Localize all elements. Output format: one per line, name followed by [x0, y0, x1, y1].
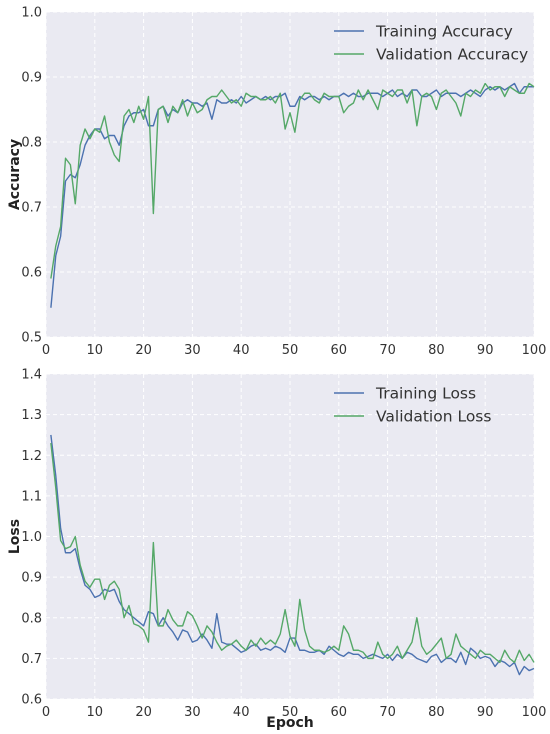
- accuracy-grid: [45, 11, 535, 338]
- accuracy-legend-label-1: Validation Accuracy: [376, 46, 528, 64]
- accuracy-x-tick-label: 30: [184, 343, 201, 358]
- loss-x-tick-label: 50: [282, 705, 299, 720]
- accuracy-y-tick-label: 0.8: [21, 136, 42, 151]
- accuracy-y-tick-label: 0.9: [21, 71, 42, 86]
- loss-y-tick-label: 0.7: [21, 652, 42, 667]
- loss-x-tick-label: 60: [331, 705, 348, 720]
- accuracy-y-axis-label: Accuracy: [7, 139, 23, 210]
- loss-y-tick-label: 1.3: [21, 408, 42, 423]
- loss-x-tick-label: 90: [477, 705, 494, 720]
- loss-x-tick-label: 80: [428, 705, 445, 720]
- accuracy-x-tick-label: 80: [428, 343, 445, 358]
- loss-x-tick-label: 100: [522, 705, 547, 720]
- accuracy-legend: Training Accuracy Validation Accuracy: [334, 23, 528, 64]
- loss-y-tick-label: 0.9: [21, 571, 42, 586]
- accuracy-chart: 0 10 20 30 40 50 60 70 80 90 100 0.5 0.6 0.7 0.8 0.9 1.…: [7, 6, 546, 359]
- accuracy-y-tick-label: 0.5: [21, 331, 42, 346]
- accuracy-y-ticks: 0.5 0.6 0.7 0.8 0.9 1.0: [21, 6, 42, 346]
- accuracy-y-tick-label: 0.7: [21, 201, 42, 216]
- loss-series-line-1: [50, 442, 535, 664]
- loss-legend-label-1: Validation Loss: [376, 408, 491, 426]
- loss-legend-label-0: Training Loss: [375, 385, 476, 403]
- accuracy-x-tick-label: 50: [282, 343, 299, 358]
- accuracy-y-tick-label: 1.0: [21, 6, 42, 21]
- accuracy-series: [50, 82, 535, 308]
- accuracy-x-tick-label: 20: [135, 343, 152, 358]
- accuracy-x-tick-label: 70: [379, 343, 396, 358]
- loss-x-tick-label: 30: [184, 705, 201, 720]
- loss-chart: 0 10 20 30 40 50 60 70 80 90 100 0.6 0.7 0.8 0.9 1.0 1.…: [7, 368, 546, 732]
- loss-y-tick-label: 1.1: [21, 489, 42, 504]
- loss-x-tick-label: 40: [233, 705, 250, 720]
- loss-x-tick-label: 0: [42, 705, 50, 720]
- loss-y-tick-label: 1.2: [21, 449, 42, 464]
- loss-y-axis-label: Loss: [7, 519, 23, 554]
- accuracy-x-ticks: 0 10 20 30 40 50 60 70 80 90 100: [42, 343, 547, 358]
- accuracy-x-tick-label: 100: [522, 343, 547, 358]
- loss-y-ticks: 0.6 0.7 0.8 0.9 1.0 1.1 1.2 1.3 1.4: [21, 368, 42, 708]
- accuracy-x-tick-label: 40: [233, 343, 250, 358]
- loss-y-tick-label: 1.0: [21, 530, 42, 545]
- loss-y-tick-label: 0.6: [21, 693, 42, 708]
- loss-x-tick-label: 20: [135, 705, 152, 720]
- loss-x-axis-label: Epoch: [266, 715, 313, 731]
- loss-y-tick-label: 0.8: [21, 611, 42, 626]
- loss-x-tick-label: 10: [87, 705, 104, 720]
- loss-series: [50, 434, 535, 676]
- accuracy-x-tick-label: 90: [477, 343, 494, 358]
- accuracy-x-tick-label: 0: [42, 343, 50, 358]
- loss-x-tick-label: 70: [379, 705, 396, 720]
- accuracy-series-line-1: [50, 82, 535, 279]
- loss-x-ticks: 0 10 20 30 40 50 60 70 80 90 100: [42, 705, 547, 720]
- accuracy-y-tick-label: 0.6: [21, 266, 42, 281]
- accuracy-legend-label-0: Training Accuracy: [375, 23, 513, 41]
- accuracy-x-tick-label: 10: [87, 343, 104, 358]
- loss-y-tick-label: 1.4: [21, 368, 42, 383]
- loss-legend: Training Loss Validation Loss: [334, 385, 491, 426]
- accuracy-x-tick-label: 60: [331, 343, 348, 358]
- loss-grid: [45, 373, 535, 700]
